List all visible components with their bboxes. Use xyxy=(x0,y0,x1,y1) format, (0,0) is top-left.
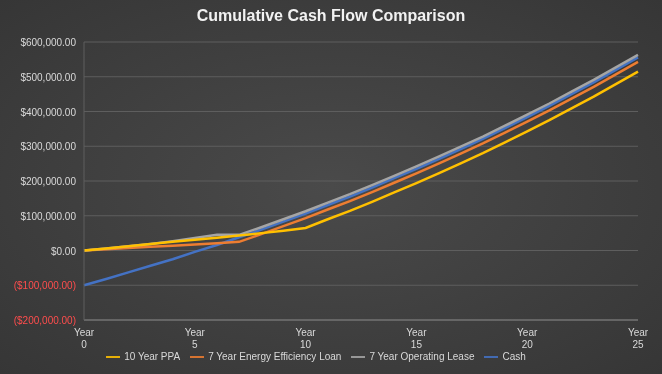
html-text:10 Year PPA: 10 Year PPA xyxy=(124,350,181,362)
svg-text:$100,000.00: $100,000.00 xyxy=(20,211,76,222)
svg-text:$600,000.00: $600,000.00 xyxy=(20,37,76,48)
svg-text:Year20: Year20 xyxy=(517,327,538,350)
svg-text:$0.00: $0.00 xyxy=(51,246,76,257)
svg-text:Year15: Year15 xyxy=(406,327,427,350)
html-text:7 Year Energy Efficiency Loan: 7 Year Energy Efficiency Loan xyxy=(208,350,342,362)
svg-text:Year0: Year0 xyxy=(74,327,95,350)
html-text:Cash: Cash xyxy=(502,350,526,362)
html-text:Cumulative Cash Flow Compariso: Cumulative Cash Flow Comparison xyxy=(196,7,466,24)
svg-text:Year10: Year10 xyxy=(295,327,316,350)
html-text:7 Year Operating Lease: 7 Year Operating Lease xyxy=(369,350,475,362)
svg-text:Year25: Year25 xyxy=(628,327,649,350)
svg-text:$500,000.00: $500,000.00 xyxy=(20,72,76,83)
svg-text:($100,000.00): ($100,000.00) xyxy=(14,280,76,291)
svg-text:$300,000.00: $300,000.00 xyxy=(20,141,76,152)
svg-text:Year5: Year5 xyxy=(185,327,206,350)
svg-text:$400,000.00: $400,000.00 xyxy=(20,107,76,118)
svg-text:$200,000.00: $200,000.00 xyxy=(20,176,76,187)
svg-text:($200,000.00): ($200,000.00) xyxy=(14,315,76,326)
